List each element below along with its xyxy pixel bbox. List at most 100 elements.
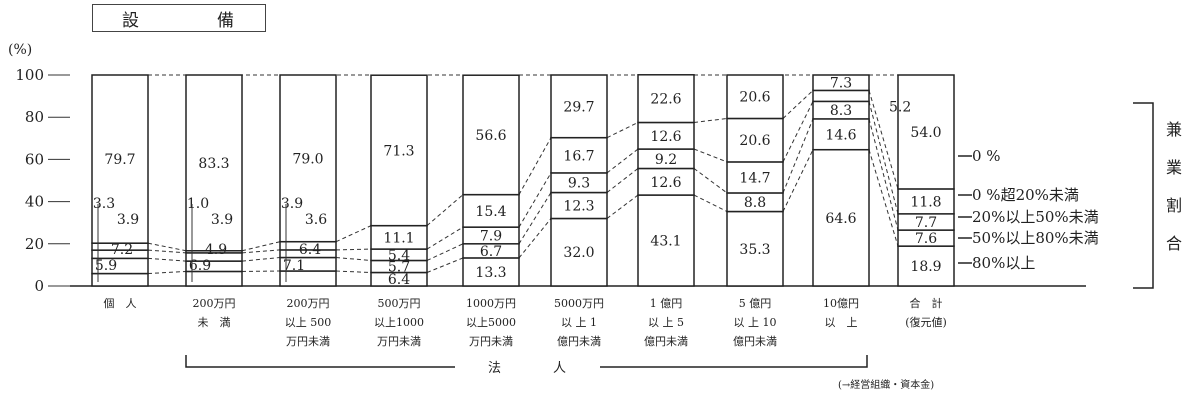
bar-segment [91,272,149,287]
category-label: 1 億円 [650,297,683,310]
connector-line [606,148,639,174]
legend-label: 80%以上 [972,254,1035,272]
data-label: 15.4 [475,204,506,220]
connector-line [606,122,639,139]
connector-line [693,168,728,194]
bottom-bracket-gap [455,358,600,374]
connector-line [426,226,464,250]
category-label: 以上5000 [466,316,516,329]
connector-line [426,257,464,273]
data-label: 79.7 [104,152,135,168]
data-label: 11.8 [910,194,941,210]
category-label: 10億円 [823,297,859,310]
connector-line [518,192,552,245]
connector-line [147,270,187,275]
footnote: (→経営組織・資本金) [838,378,934,391]
connector-line [868,101,899,214]
connector-line [782,90,814,119]
data-label: 83.3 [198,156,229,172]
data-label: 6.4 [388,272,410,288]
bar-segment [637,194,695,287]
data-label: 71.3 [383,143,414,159]
data-label: 54.0 [910,125,941,141]
data-label: 22.6 [650,92,681,108]
connector-line [518,137,552,195]
connector-line [147,249,187,254]
data-label: 6.9 [189,258,211,274]
data-label: 6.7 [480,244,502,260]
data-label: 3.3 [93,196,115,212]
bar-segment [462,257,520,287]
connector-line [518,172,552,228]
data-label: 5.2 [889,99,911,115]
connector-line [426,194,464,227]
bar-segment [726,74,784,120]
category-label: 億円未満 [557,335,601,348]
chart-title-text: 設 備 [122,10,236,31]
connector-line [868,149,899,247]
category-label: 万円未満 [286,335,330,348]
bar-segment [812,148,870,287]
data-label: 29.7 [563,99,594,115]
connector-line [868,118,899,231]
connector-line [693,117,728,123]
y-axis-label: (%) [8,42,32,58]
legend-label: 0 %超20%未満 [972,186,1079,204]
bar-segment [185,74,243,252]
data-label: 79.0 [292,151,323,167]
connector-line [693,194,728,212]
connector-line [241,241,281,252]
data-label: 12.6 [650,175,681,191]
bar-segment [637,74,695,124]
connector-line [426,243,464,261]
data-label: 5.9 [95,258,117,274]
connector-line [868,90,899,190]
data-label: 5.7 [388,259,410,275]
data-label: 13.3 [475,265,506,281]
category-label: 5 億円 [739,297,772,310]
category-label: 5000万円 [554,297,604,310]
bar-segment [550,217,608,287]
data-label: 11.1 [383,230,414,246]
category-label: 500万円 [378,297,421,310]
data-label: 18.9 [910,259,941,275]
data-label: 7.6 [915,231,937,247]
bar-segment [370,74,428,227]
connector-line [335,270,372,273]
bar-segment [812,118,870,151]
bracket-label-char: 兼 [1166,120,1182,139]
y-tick-label: 40 [25,193,44,211]
category-label: 億円未満 [733,335,777,348]
data-label: 43.1 [650,234,681,250]
data-label: 14.6 [825,127,856,143]
y-tick-label: 60 [25,150,44,168]
category-label: 1000万円 [466,297,516,310]
legend-label: 20%以上50%未満 [972,208,1099,226]
connector-line [782,118,814,194]
data-label: 1.0 [187,196,209,212]
category-label: 以 上 5 [648,316,684,329]
data-label: 12.6 [650,129,681,145]
chart-title: 設 備 [92,4,266,32]
data-label: 7.2 [111,242,133,258]
category-label: 200万円 [193,297,236,310]
data-label: 3.9 [211,212,233,228]
data-label: 4.9 [205,242,227,258]
bar-segment [550,191,608,220]
connector-line [147,242,187,252]
right-bracket [1133,102,1154,289]
bar-segment [462,193,520,228]
connector-line [782,101,814,163]
category-label: 以 上 1 [561,316,597,329]
bar-segment [812,74,870,92]
bar-segment [812,89,870,103]
connector-line [518,218,552,259]
category-label: 以 上 [825,316,858,329]
data-label: 7.9 [480,228,502,244]
connector-line [782,149,814,212]
connector-line [241,249,281,254]
category-label: 以上1000 [374,316,424,329]
category-label: 以上 500 [285,316,332,329]
data-label: 5.4 [388,248,410,264]
legend-label: 50%以上80%未満 [972,229,1099,247]
